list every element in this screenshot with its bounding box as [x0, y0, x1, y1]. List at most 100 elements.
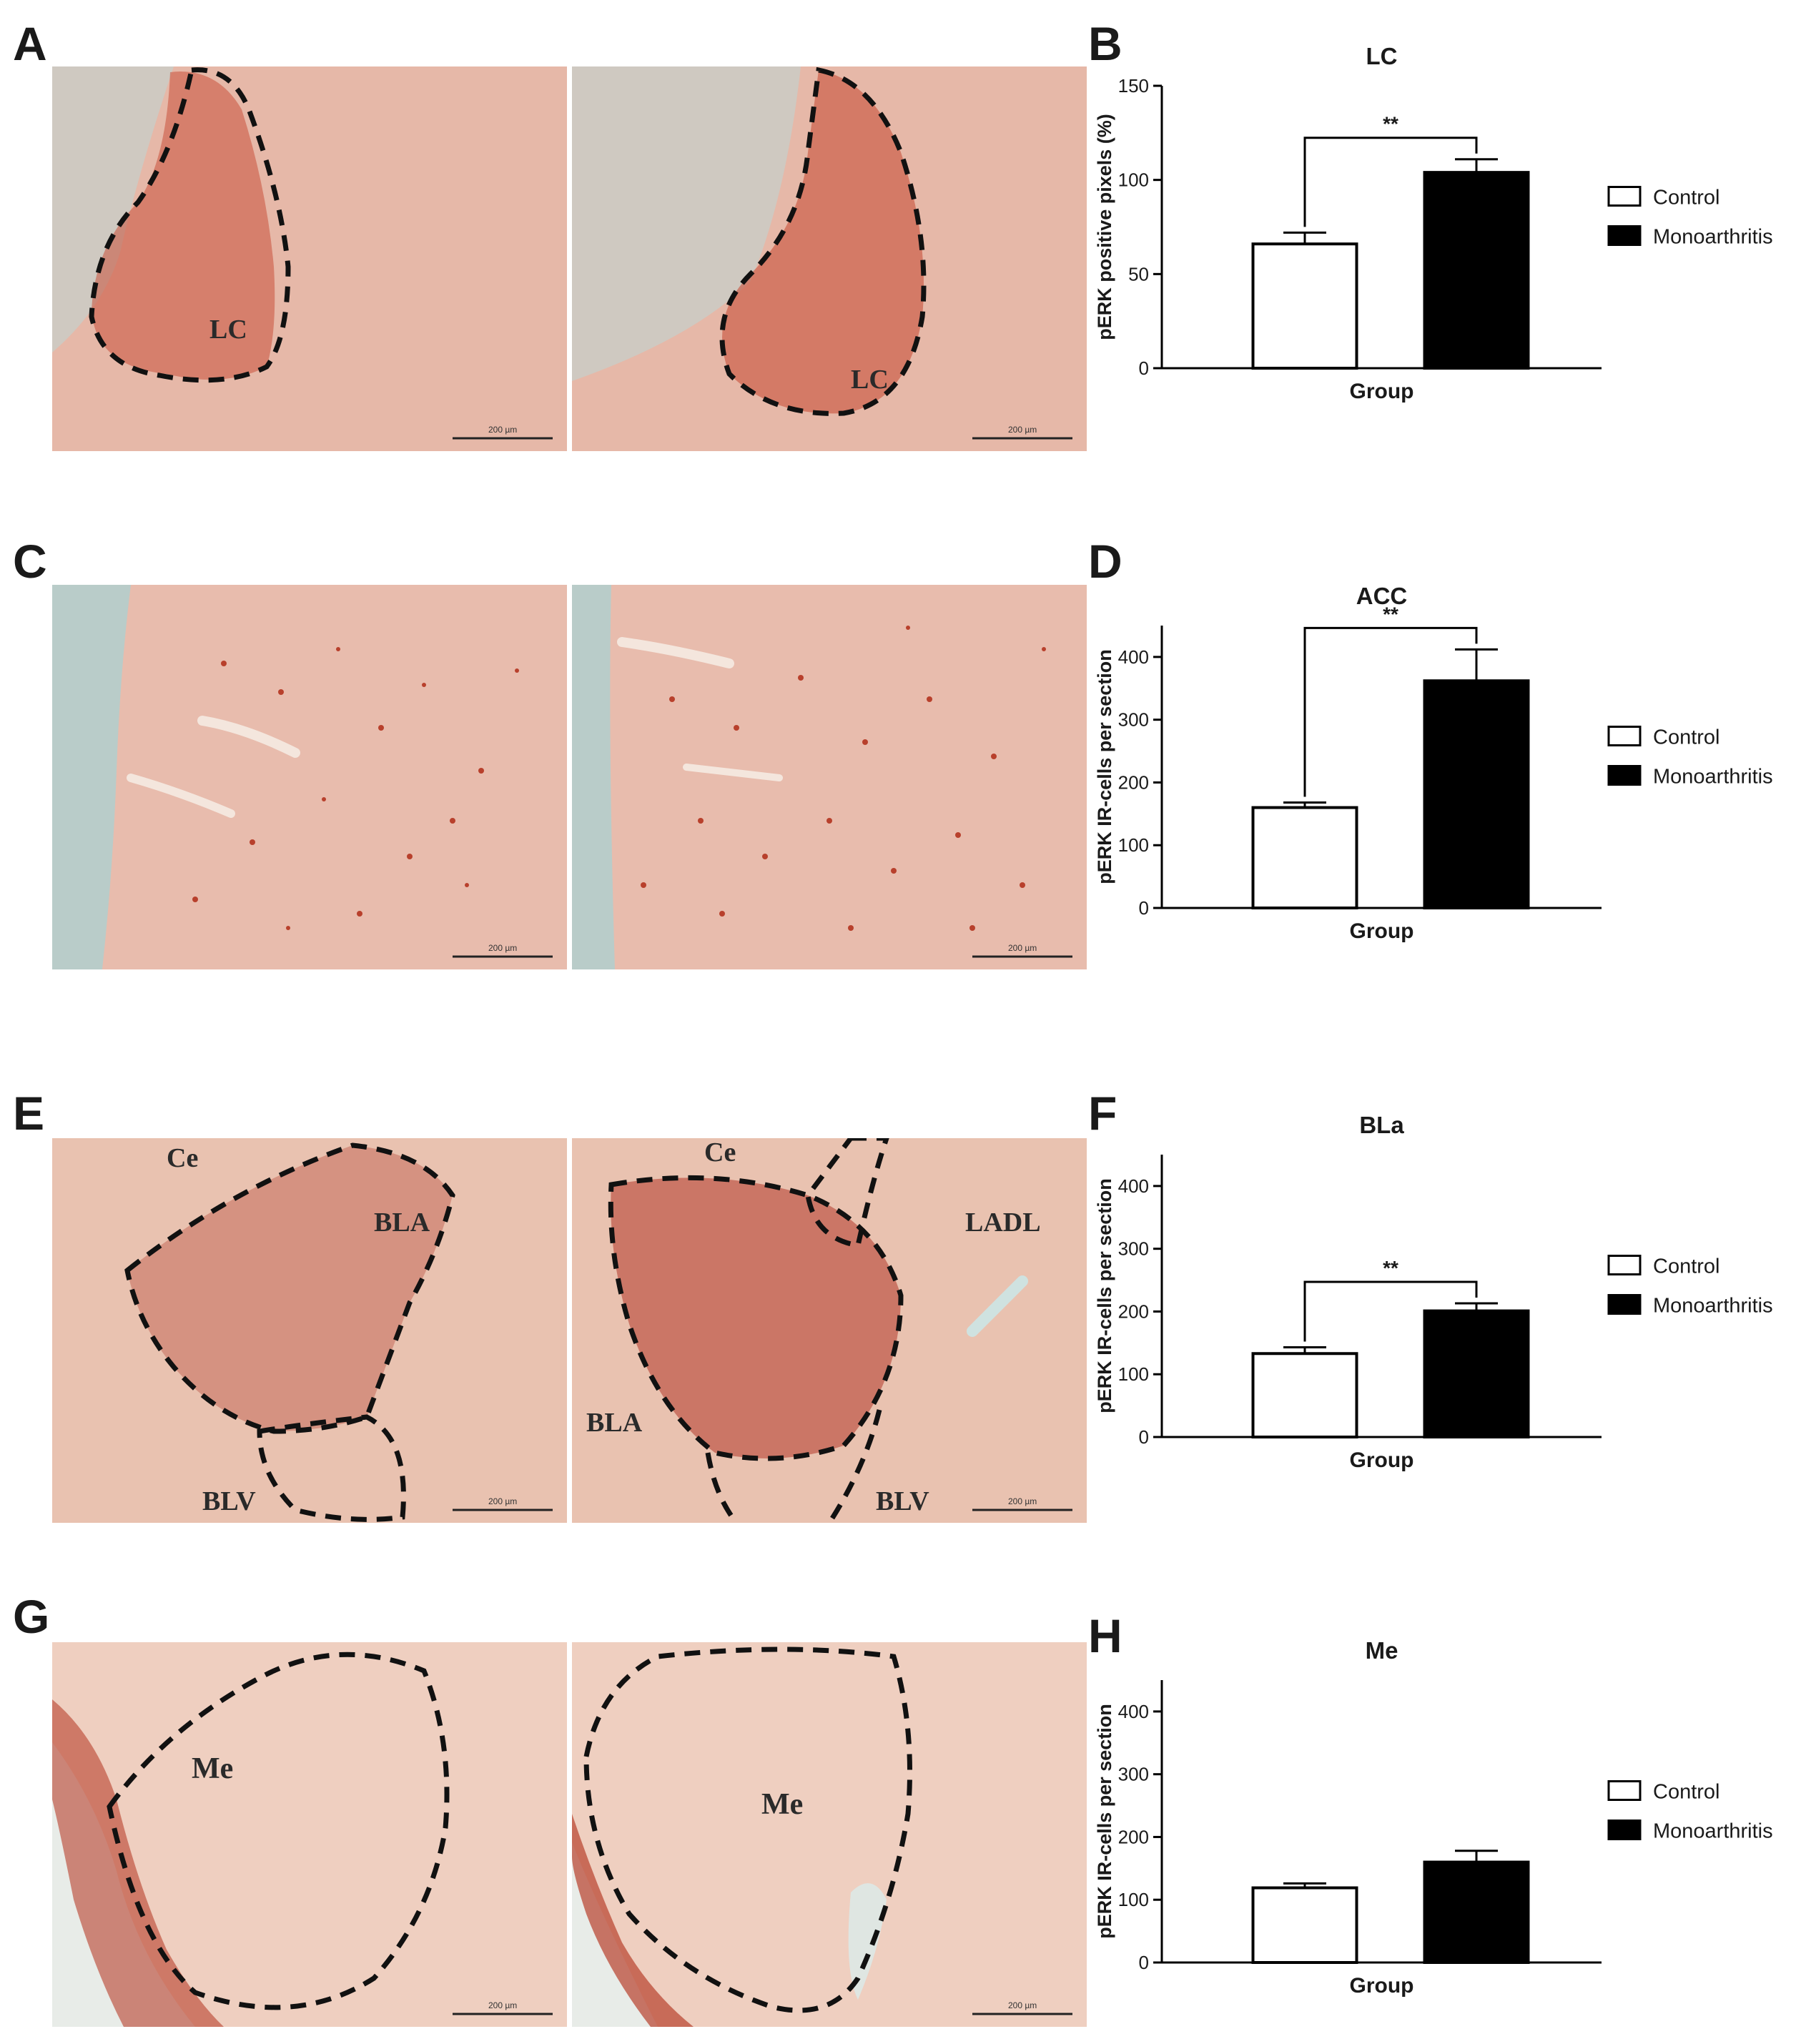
- scale-bar-label: 200 µm: [1008, 1496, 1037, 1506]
- legend-swatch-control: [1607, 1780, 1642, 1801]
- legend-label-control: Control: [1653, 1781, 1720, 1804]
- ventricle-void: [572, 66, 801, 381]
- significance-bracket: [1303, 137, 1478, 227]
- region-label-bla: BLA: [374, 1208, 430, 1238]
- tissue-background: [52, 1138, 567, 1523]
- micrograph-lc-control: LC 200 µm: [52, 66, 567, 451]
- legend-swatch-control: [1607, 726, 1642, 746]
- region-label-ladl: LADL: [965, 1208, 1041, 1238]
- ventricle-void: [572, 1842, 658, 2027]
- y-tick-label: 150: [1118, 75, 1149, 97]
- y-tick-label: 0: [1139, 897, 1149, 919]
- chart-f-bla: BLa pERK IR-cells per section 0 100 200 300 40…: [1087, 1112, 1795, 1483]
- stained-nucleus: [127, 1145, 453, 1431]
- legend-swatch-monoarthritis: [1607, 1820, 1642, 1840]
- region-label-ce: Ce: [167, 1143, 198, 1173]
- y-tick-label: 400: [1118, 1701, 1149, 1722]
- y-tick-label: 100: [1118, 169, 1149, 191]
- y-tick-label: 0: [1139, 357, 1149, 379]
- region-label-lc: LC: [851, 365, 889, 395]
- chart-d-acc: ACC pERK IR-cells per section 0 100 200 300 40…: [1087, 583, 1795, 954]
- micrograph-me-monoarthritis: Me 200 µm: [572, 1642, 1087, 2027]
- bar-monoarthritis: [1423, 1860, 1530, 1964]
- micrograph-lc-monoarthritis: LC 200 µm: [572, 66, 1087, 451]
- legend-label-control: Control: [1653, 1255, 1720, 1278]
- vessel: [617, 637, 734, 668]
- scale-bar-label: 200 µm: [488, 425, 517, 435]
- scale-bar-label: 200 µm: [1008, 943, 1037, 953]
- bar-monoarthritis: [1423, 1309, 1530, 1439]
- x-axis-label: Group: [1350, 1448, 1414, 1472]
- nucleus-outline: [719, 66, 927, 416]
- y-tick-label: 300: [1118, 709, 1149, 731]
- scale-bar-label: 200 µm: [488, 943, 517, 953]
- legend-label-monoarthritis: Monoarthritis: [1653, 226, 1773, 249]
- y-tick-label: 100: [1118, 834, 1149, 856]
- micrograph-me-control: Me 200 µm: [52, 1642, 567, 2027]
- bar-control: [1251, 1352, 1358, 1438]
- legend-swatch-control: [1607, 1255, 1642, 1275]
- significance-marker: **: [1383, 1257, 1398, 1279]
- y-tick-label: 0: [1139, 1952, 1149, 1973]
- legend-label-monoarthritis: Monoarthritis: [1653, 766, 1773, 789]
- micrograph-bla-monoarthritis: Ce LADL BLA BLV 200 µm: [572, 1138, 1087, 1523]
- legend-label-control: Control: [1653, 187, 1720, 209]
- scale-bar-label: 200 µm: [488, 1496, 517, 1506]
- region-label-me: Me: [761, 1788, 803, 1821]
- midline-void: [52, 585, 131, 969]
- ventricle-void: [52, 66, 174, 352]
- legend-swatch-control: [1607, 186, 1642, 207]
- y-tick-label: 300: [1118, 1238, 1149, 1260]
- y-tick-label: 100: [1118, 1889, 1149, 1910]
- significance-bracket: [1303, 626, 1478, 797]
- chart-title: LC: [1366, 43, 1398, 69]
- region-label-lc: LC: [209, 315, 247, 345]
- significance-marker: **: [1383, 113, 1398, 135]
- region-label-blv: BLV: [876, 1486, 929, 1516]
- stained-border: [572, 1814, 694, 2027]
- y-tick-label: 400: [1118, 646, 1149, 668]
- legend-label-control: Control: [1653, 726, 1720, 749]
- stained-nucleus: [611, 1177, 901, 1458]
- region-label-blv: BLV: [202, 1486, 256, 1516]
- stained-cells: [641, 626, 1046, 931]
- scale-bar-label: 200 µm: [488, 2000, 517, 2010]
- bar-monoarthritis: [1423, 171, 1530, 370]
- panel-letter-h: H: [1088, 1609, 1122, 1662]
- vessel: [848, 1883, 887, 2000]
- legend-swatch-monoarthritis: [1607, 225, 1642, 246]
- nucleus-outline: [583, 1646, 912, 2013]
- stained-cells: [192, 647, 519, 930]
- micrograph-acc-control: 200 µm: [52, 585, 567, 969]
- nucleus-outline-bla: [124, 1142, 455, 1434]
- chart-h-me: Me pERK IR-cells per section 0 100 200 300 400…: [1087, 1637, 1795, 2009]
- x-axis-label: Group: [1350, 919, 1414, 943]
- panel-letter-g: G: [13, 1590, 50, 1643]
- vessel: [197, 716, 300, 758]
- nucleus-outline-bla: [608, 1175, 904, 1461]
- stained-nucleus: [92, 71, 275, 380]
- y-tick-label: 200: [1118, 1826, 1149, 1847]
- region-label-ce: Ce: [704, 1138, 736, 1167]
- vessel: [967, 1275, 1028, 1337]
- legend-swatch-monoarthritis: [1607, 765, 1642, 786]
- scale-bar-label: 200 µm: [1008, 425, 1037, 435]
- scale-bar-label: 200 µm: [1008, 2000, 1037, 2010]
- panel-letter-b: B: [1088, 17, 1122, 70]
- panel-letter-d: D: [1088, 535, 1122, 588]
- midline-void: [572, 585, 615, 969]
- vessel: [127, 774, 235, 818]
- chart-b-lc: LC pERK positive pixels (%) 0 50 100 150 Group…: [1087, 43, 1795, 415]
- nucleus-outline-blv: [705, 1409, 882, 1523]
- y-tick-label: 300: [1118, 1764, 1149, 1785]
- legend-label-monoarthritis: Monoarthritis: [1653, 1295, 1773, 1318]
- significance-bracket: [1303, 1280, 1478, 1342]
- y-tick-label: 400: [1118, 1175, 1149, 1197]
- panel-letter-e: E: [13, 1087, 45, 1140]
- chart-title: Me: [1366, 1637, 1398, 1664]
- significance-marker: **: [1383, 603, 1398, 625]
- panel-letter-f: F: [1088, 1087, 1117, 1140]
- y-tick-label: 200: [1118, 771, 1149, 793]
- chart-title: BLa: [1359, 1112, 1404, 1138]
- bar-control: [1251, 1886, 1358, 1964]
